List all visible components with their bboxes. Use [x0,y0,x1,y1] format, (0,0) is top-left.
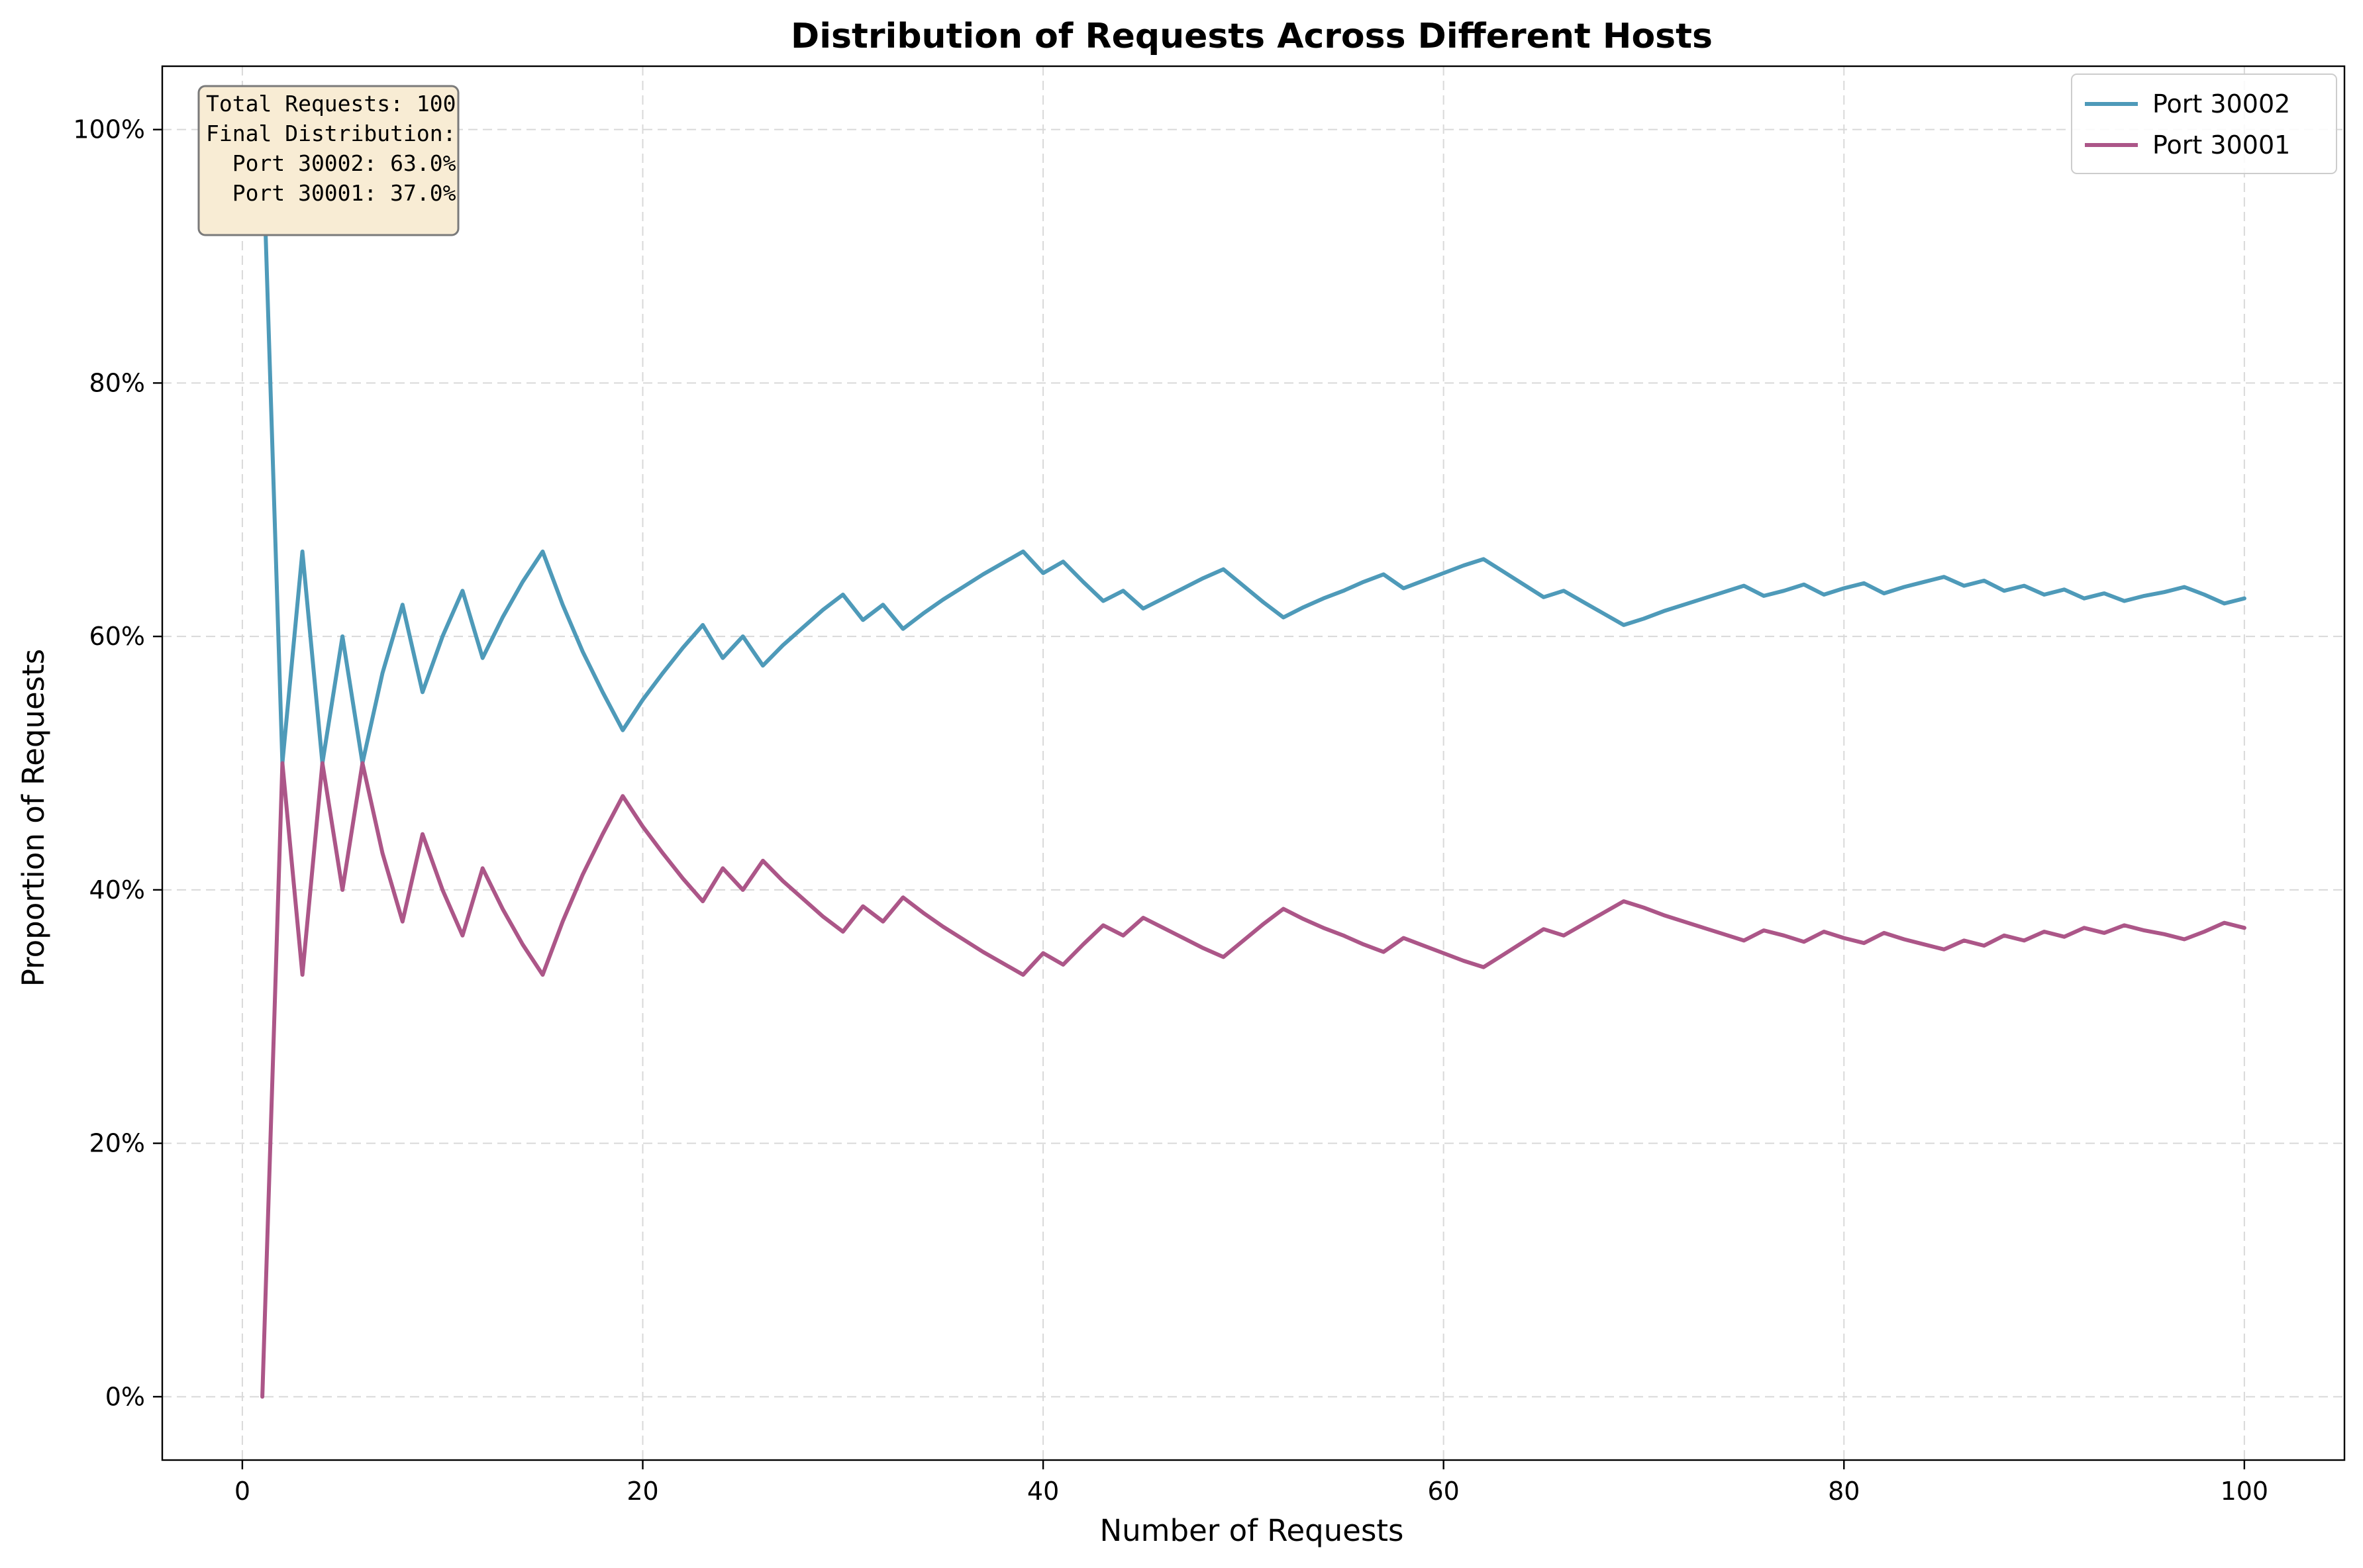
y-axis-label: Proportion of Requests [16,649,51,987]
series-line-port-30002 [260,127,2246,765]
annotation-box: Total Requests: 100 Final Distribution: P… [197,85,460,236]
y-tick-label: 20% [89,1129,145,1158]
y-tick-label: 0% [105,1382,145,1411]
legend-frame [2071,74,2337,174]
x-tick-label: 100 [2221,1477,2269,1506]
x-tick-label: 40 [1027,1477,1059,1506]
x-axis-ticks: 0 20 40 60 80 100 [234,1460,2268,1506]
annotation-frame [197,85,460,236]
annotation-line: Port 30001: 37.0% [206,180,456,206]
legend-label: Port 30002 [2152,89,2290,119]
series-lines [260,127,2246,1399]
x-tick-label: 60 [1427,1477,1459,1506]
y-axis-ticks: 0% 20% 40% 60% 80% 100% [73,115,162,1411]
y-tick-label: 100% [73,115,145,144]
legend: Port 30002 Port 30001 [2071,74,2337,174]
y-tick-label: 80% [89,368,145,397]
annotation-line: Total Requests: 100 [206,91,456,117]
y-tick-label: 40% [89,875,145,905]
x-tick-label: 20 [627,1477,658,1506]
series-line-port-30001 [260,761,2246,1399]
y-tick-label: 60% [89,622,145,651]
x-axis-label: Number of Requests [1100,1513,1404,1548]
x-tick-label: 80 [1828,1477,1860,1506]
plot-frame [161,65,2346,1461]
annotation-line: Final Distribution: [206,121,456,146]
chart-title: Distribution of Requests Across Differen… [791,17,1713,56]
x-tick-label: 0 [234,1477,250,1506]
annotation-line: Port 30002: 63.0% [206,150,456,176]
legend-label: Port 30001 [2152,130,2290,160]
